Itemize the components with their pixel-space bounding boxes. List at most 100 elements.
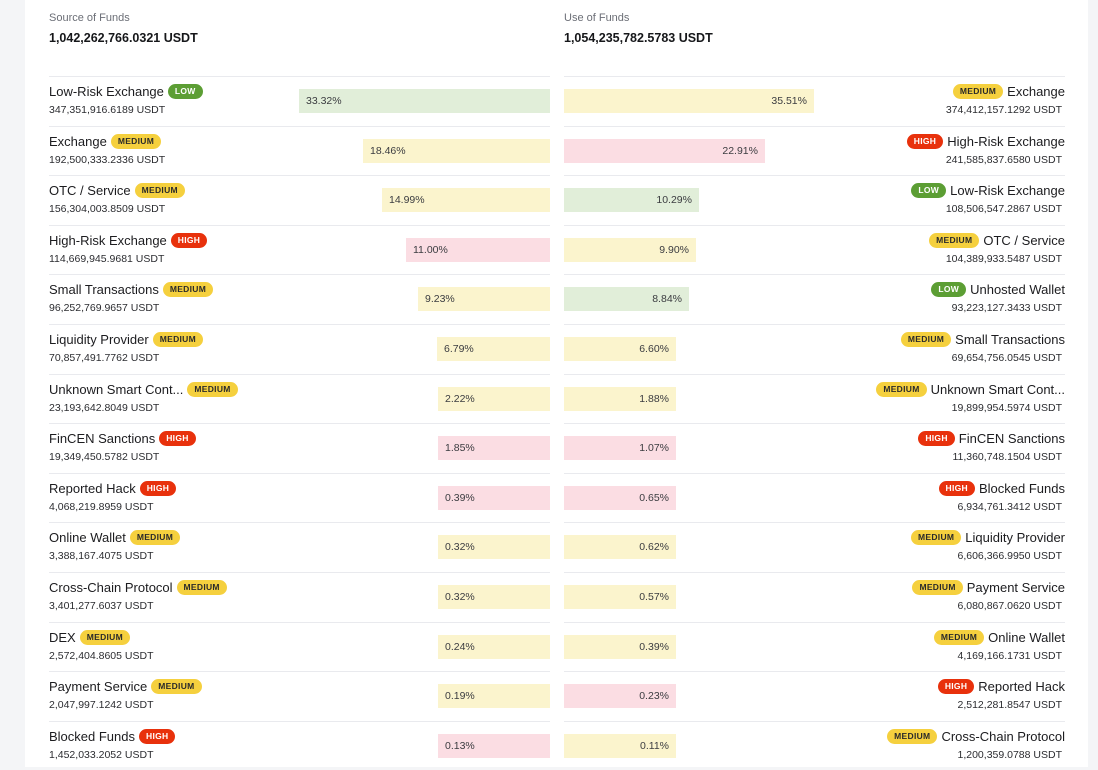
list-item[interactable]: 0.57% MEDIUM Payment Service 6,080,867.0620… xyxy=(564,571,1065,622)
list-item[interactable]: 0.62% MEDIUM Liquidity Provider 6,606,366.9… xyxy=(564,522,1065,572)
percentage-bar: 22.91% xyxy=(564,138,765,163)
category-line: Liquidity Provider MEDIUM xyxy=(49,331,203,347)
category-line: Cross-Chain Protocol MEDIUM xyxy=(49,579,227,595)
category-amount: 70,857,491.7762 USDT xyxy=(49,351,160,364)
funds-flow-card: Source of Funds 1,042,262,766.0321 USDT … xyxy=(25,0,1088,767)
risk-badge: MEDIUM xyxy=(900,331,952,347)
category-amount: 192,500,333.2336 USDT xyxy=(49,153,166,166)
list-item[interactable]: 9.90% MEDIUM OTC / Service 104,389,933.5487… xyxy=(564,224,1065,275)
category-name: Small Transactions xyxy=(955,331,1065,347)
category-amount: 2,572,404.8605 USDT xyxy=(49,649,154,662)
category-name: Cross-Chain Protocol xyxy=(49,579,173,595)
category-amount: 23,193,642.8049 USDT xyxy=(49,401,160,414)
category-name: Exchange xyxy=(1007,84,1065,99)
category-line: HIGH FinCEN Sanctions xyxy=(918,431,1065,447)
percentage-bar: 33.32% xyxy=(299,89,550,113)
risk-badge: MEDIUM xyxy=(912,579,963,595)
risk-badge: HIGH xyxy=(139,728,176,744)
percentage-bar: 9.23% xyxy=(418,287,550,312)
risk-badge: MEDIUM xyxy=(129,530,181,546)
risk-badge: MEDIUM xyxy=(911,530,962,546)
list-item[interactable]: 0.11% MEDIUM Cross-Chain Protocol 1,200,359… xyxy=(564,720,1065,770)
category-line: Unknown Smart Cont... MEDIUM xyxy=(49,381,238,397)
percentage-bar: 14.99% xyxy=(382,188,550,213)
list-item[interactable]: 0.39% MEDIUM Online Wallet 4,169,166.1731 U… xyxy=(564,621,1065,672)
category-name: Liquidity Provider xyxy=(49,331,149,347)
list-item[interactable]: 9.23% Small Transactions MEDIUM 96,252,769.… xyxy=(49,274,550,324)
risk-badge: HIGH xyxy=(937,679,975,695)
category-line: MEDIUM Small Transactions xyxy=(900,331,1065,347)
category-line: HIGH Blocked Funds xyxy=(938,480,1065,496)
category-amount: 69,654,756.0545 USDT xyxy=(951,351,1062,364)
category-amount: 11,360,748.1504 USDT xyxy=(952,451,1062,464)
category-amount: 93,223,127.3433 USDT xyxy=(951,302,1062,315)
category-name: Reported Hack xyxy=(49,480,136,496)
percentage-bar: 8.84% xyxy=(564,287,689,312)
category-name: High-Risk Exchange xyxy=(49,232,167,248)
category-line: FinCEN Sanctions HIGH xyxy=(49,431,196,447)
list-item[interactable]: 1.88% MEDIUM Unknown Smart Cont... 19,899,9… xyxy=(564,373,1065,424)
category-name: Liquidity Provider xyxy=(965,530,1065,546)
list-item[interactable]: 0.19% Payment Service MEDIUM 2,047,997.1242… xyxy=(49,671,550,721)
percentage-bar: 2.22% xyxy=(438,386,550,411)
percentage-bar: 0.32% xyxy=(438,584,550,609)
list-item[interactable]: 1.07% HIGH FinCEN Sanctions 11,360,748.1504… xyxy=(564,423,1065,473)
risk-badge: HIGH xyxy=(938,480,975,496)
category-amount: 3,388,167.4075 USDT xyxy=(49,550,154,563)
category-amount: 114,669,945.9681 USDT xyxy=(49,252,165,265)
list-item[interactable]: 11.00% High-Risk Exchange HIGH 114,669,945.… xyxy=(49,224,550,275)
category-amount: 2,047,997.1242 USDT xyxy=(49,699,154,712)
category-line: HIGH High-Risk Exchange xyxy=(906,133,1065,149)
risk-badge: HIGH xyxy=(139,480,177,496)
risk-badge: MEDIUM xyxy=(952,84,1004,99)
category-line: HIGH Reported Hack xyxy=(937,679,1065,695)
list-item[interactable]: 2.22% Unknown Smart Cont... MEDIUM 23,193,6… xyxy=(49,373,550,424)
category-name: OTC / Service xyxy=(983,232,1065,248)
risk-badge: MEDIUM xyxy=(79,629,131,645)
list-item[interactable]: 0.39% Reported Hack HIGH 4,068,219.8959 USD… xyxy=(49,472,550,523)
category-name: Unhosted Wallet xyxy=(970,282,1065,298)
list-item[interactable]: 6.79% Liquidity Provider MEDIUM 70,857,491.… xyxy=(49,323,550,374)
list-item[interactable]: 14.99% OTC / Service MEDIUM 156,304,003.850… xyxy=(49,175,550,225)
list-item[interactable]: 35.51% MEDIUM Exchange 374,412,157.1292 USD… xyxy=(564,76,1065,126)
list-item[interactable]: 22.91% HIGH High-Risk Exchange 241,585,837.… xyxy=(564,125,1065,176)
category-name: Low-Risk Exchange xyxy=(49,84,164,99)
category-amount: 1,452,033.2052 USDT xyxy=(49,748,154,761)
risk-badge: MEDIUM xyxy=(187,381,238,397)
category-line: Low-Risk Exchange LOW xyxy=(49,84,203,99)
category-amount: 4,068,219.8959 USDT xyxy=(49,500,154,513)
percentage-bar: 10.29% xyxy=(564,188,699,213)
list-item[interactable]: 6.60% MEDIUM Small Transactions 69,654,756.… xyxy=(564,323,1065,374)
list-item[interactable]: 33.32% Low-Risk Exchange LOW 347,351,916.61… xyxy=(49,76,550,126)
category-name: Small Transactions xyxy=(49,282,159,298)
category-amount: 347,351,916.6189 USDT xyxy=(49,104,166,116)
category-amount: 2,512,281.8547 USDT xyxy=(957,699,1063,712)
list-item[interactable]: 0.24% DEX MEDIUM 2,572,404.8605 USDT xyxy=(49,621,550,672)
list-item[interactable]: 0.23% HIGH Reported Hack 2,512,281.8547 USD… xyxy=(564,671,1065,721)
list-item[interactable]: 0.32% Online Wallet MEDIUM 3,388,167.4075 U… xyxy=(49,522,550,572)
list-item[interactable]: 1.85% FinCEN Sanctions HIGH 19,349,450.5782… xyxy=(49,423,550,473)
list-item[interactable]: 18.46% Exchange MEDIUM 192,500,333.2336 USD… xyxy=(49,125,550,176)
percentage-bar: 0.65% xyxy=(564,485,676,510)
risk-badge: MEDIUM xyxy=(134,183,185,199)
category-line: MEDIUM OTC / Service xyxy=(929,232,1065,248)
source-of-funds-list: 33.32% Low-Risk Exchange LOW 347,351,916.61… xyxy=(49,76,550,770)
category-name: Unknown Smart Cont... xyxy=(49,381,184,397)
risk-badge: MEDIUM xyxy=(151,679,202,695)
percentage-bar: 0.62% xyxy=(564,535,676,560)
list-item[interactable]: 0.13% Blocked Funds HIGH 1,452,033.2052 USD… xyxy=(49,720,550,770)
list-item[interactable]: 0.32% Cross-Chain Protocol MEDIUM 3,401,277… xyxy=(49,571,550,622)
list-item[interactable]: 8.84% LOW Unhosted Wallet 93,223,127.3433 U… xyxy=(564,274,1065,324)
list-item[interactable]: 10.29% LOW Low-Risk Exchange 108,506,547.28… xyxy=(564,175,1065,225)
risk-badge: MEDIUM xyxy=(887,728,938,744)
category-name: Reported Hack xyxy=(978,679,1065,695)
list-item[interactable]: 0.65% HIGH Blocked Funds 6,934,761.3412 USD… xyxy=(564,472,1065,523)
category-amount: 241,585,837.6580 USDT xyxy=(945,153,1062,166)
percentage-bar: 0.19% xyxy=(438,684,550,709)
category-name: Payment Service xyxy=(49,679,148,695)
category-amount: 3,401,277.6037 USDT xyxy=(49,599,154,612)
risk-badge: HIGH xyxy=(159,431,196,447)
category-name: OTC / Service xyxy=(49,183,131,199)
category-line: Reported Hack HIGH xyxy=(49,480,177,496)
category-line: LOW Low-Risk Exchange xyxy=(911,183,1065,199)
